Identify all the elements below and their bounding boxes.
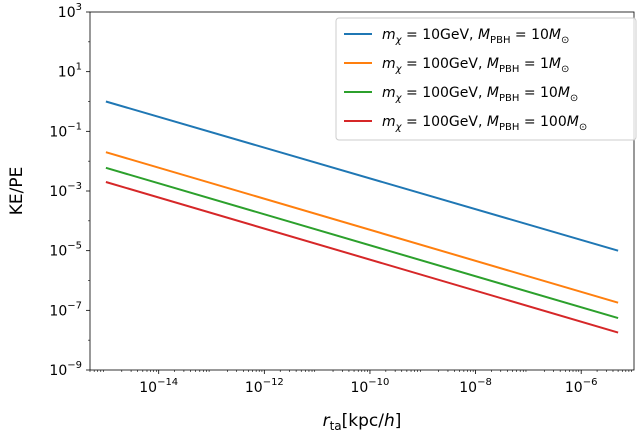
x-tick-label: 10−8 xyxy=(459,377,492,396)
y-tick-label: 10−1 xyxy=(49,121,82,140)
x-tick-label: 10−10 xyxy=(350,377,389,396)
series-line-4 xyxy=(105,181,619,334)
y-tick-label: 10−3 xyxy=(49,181,82,200)
ticks-layer: 10−14 10−12 10−10 10−8 10−6 10−9 10−7 10−5 10−3 1… xyxy=(49,2,632,396)
y-axis-label: KE/PE xyxy=(7,167,27,216)
y-tick-label: 10−5 xyxy=(49,241,82,260)
y-tick-label: 10−9 xyxy=(49,360,82,379)
x-tick-label: 10−12 xyxy=(245,377,284,396)
x-tick-label: 10−14 xyxy=(139,377,178,396)
y-tick-label: 101 xyxy=(58,62,82,81)
x-axis-label: rta[kpc/h] xyxy=(323,411,402,433)
legend: mχ = 10GeV, MPBH = 10M⊙ mχ = 100GeV, MPBH… xyxy=(335,17,637,141)
y-tick-label: 10−7 xyxy=(49,300,82,319)
legend-label-1: mχ = 10GeV, MPBH = 10M⊙ xyxy=(382,27,569,46)
series-line-2 xyxy=(105,151,619,304)
series-line-1 xyxy=(105,100,619,252)
legend-label-4: mχ = 100GeV, MPBH = 100M⊙ xyxy=(382,114,587,133)
legend-label-3: mχ = 100GeV, MPBH = 10M⊙ xyxy=(382,85,578,104)
y-tick-label: 103 xyxy=(58,2,82,21)
series-layer xyxy=(105,100,619,334)
x-tick-label: 10−6 xyxy=(565,377,598,396)
legend-label-2: mχ = 100GeV, MPBH = 1M⊙ xyxy=(382,56,569,75)
legend-box xyxy=(335,17,637,141)
series-line-3 xyxy=(105,166,619,320)
